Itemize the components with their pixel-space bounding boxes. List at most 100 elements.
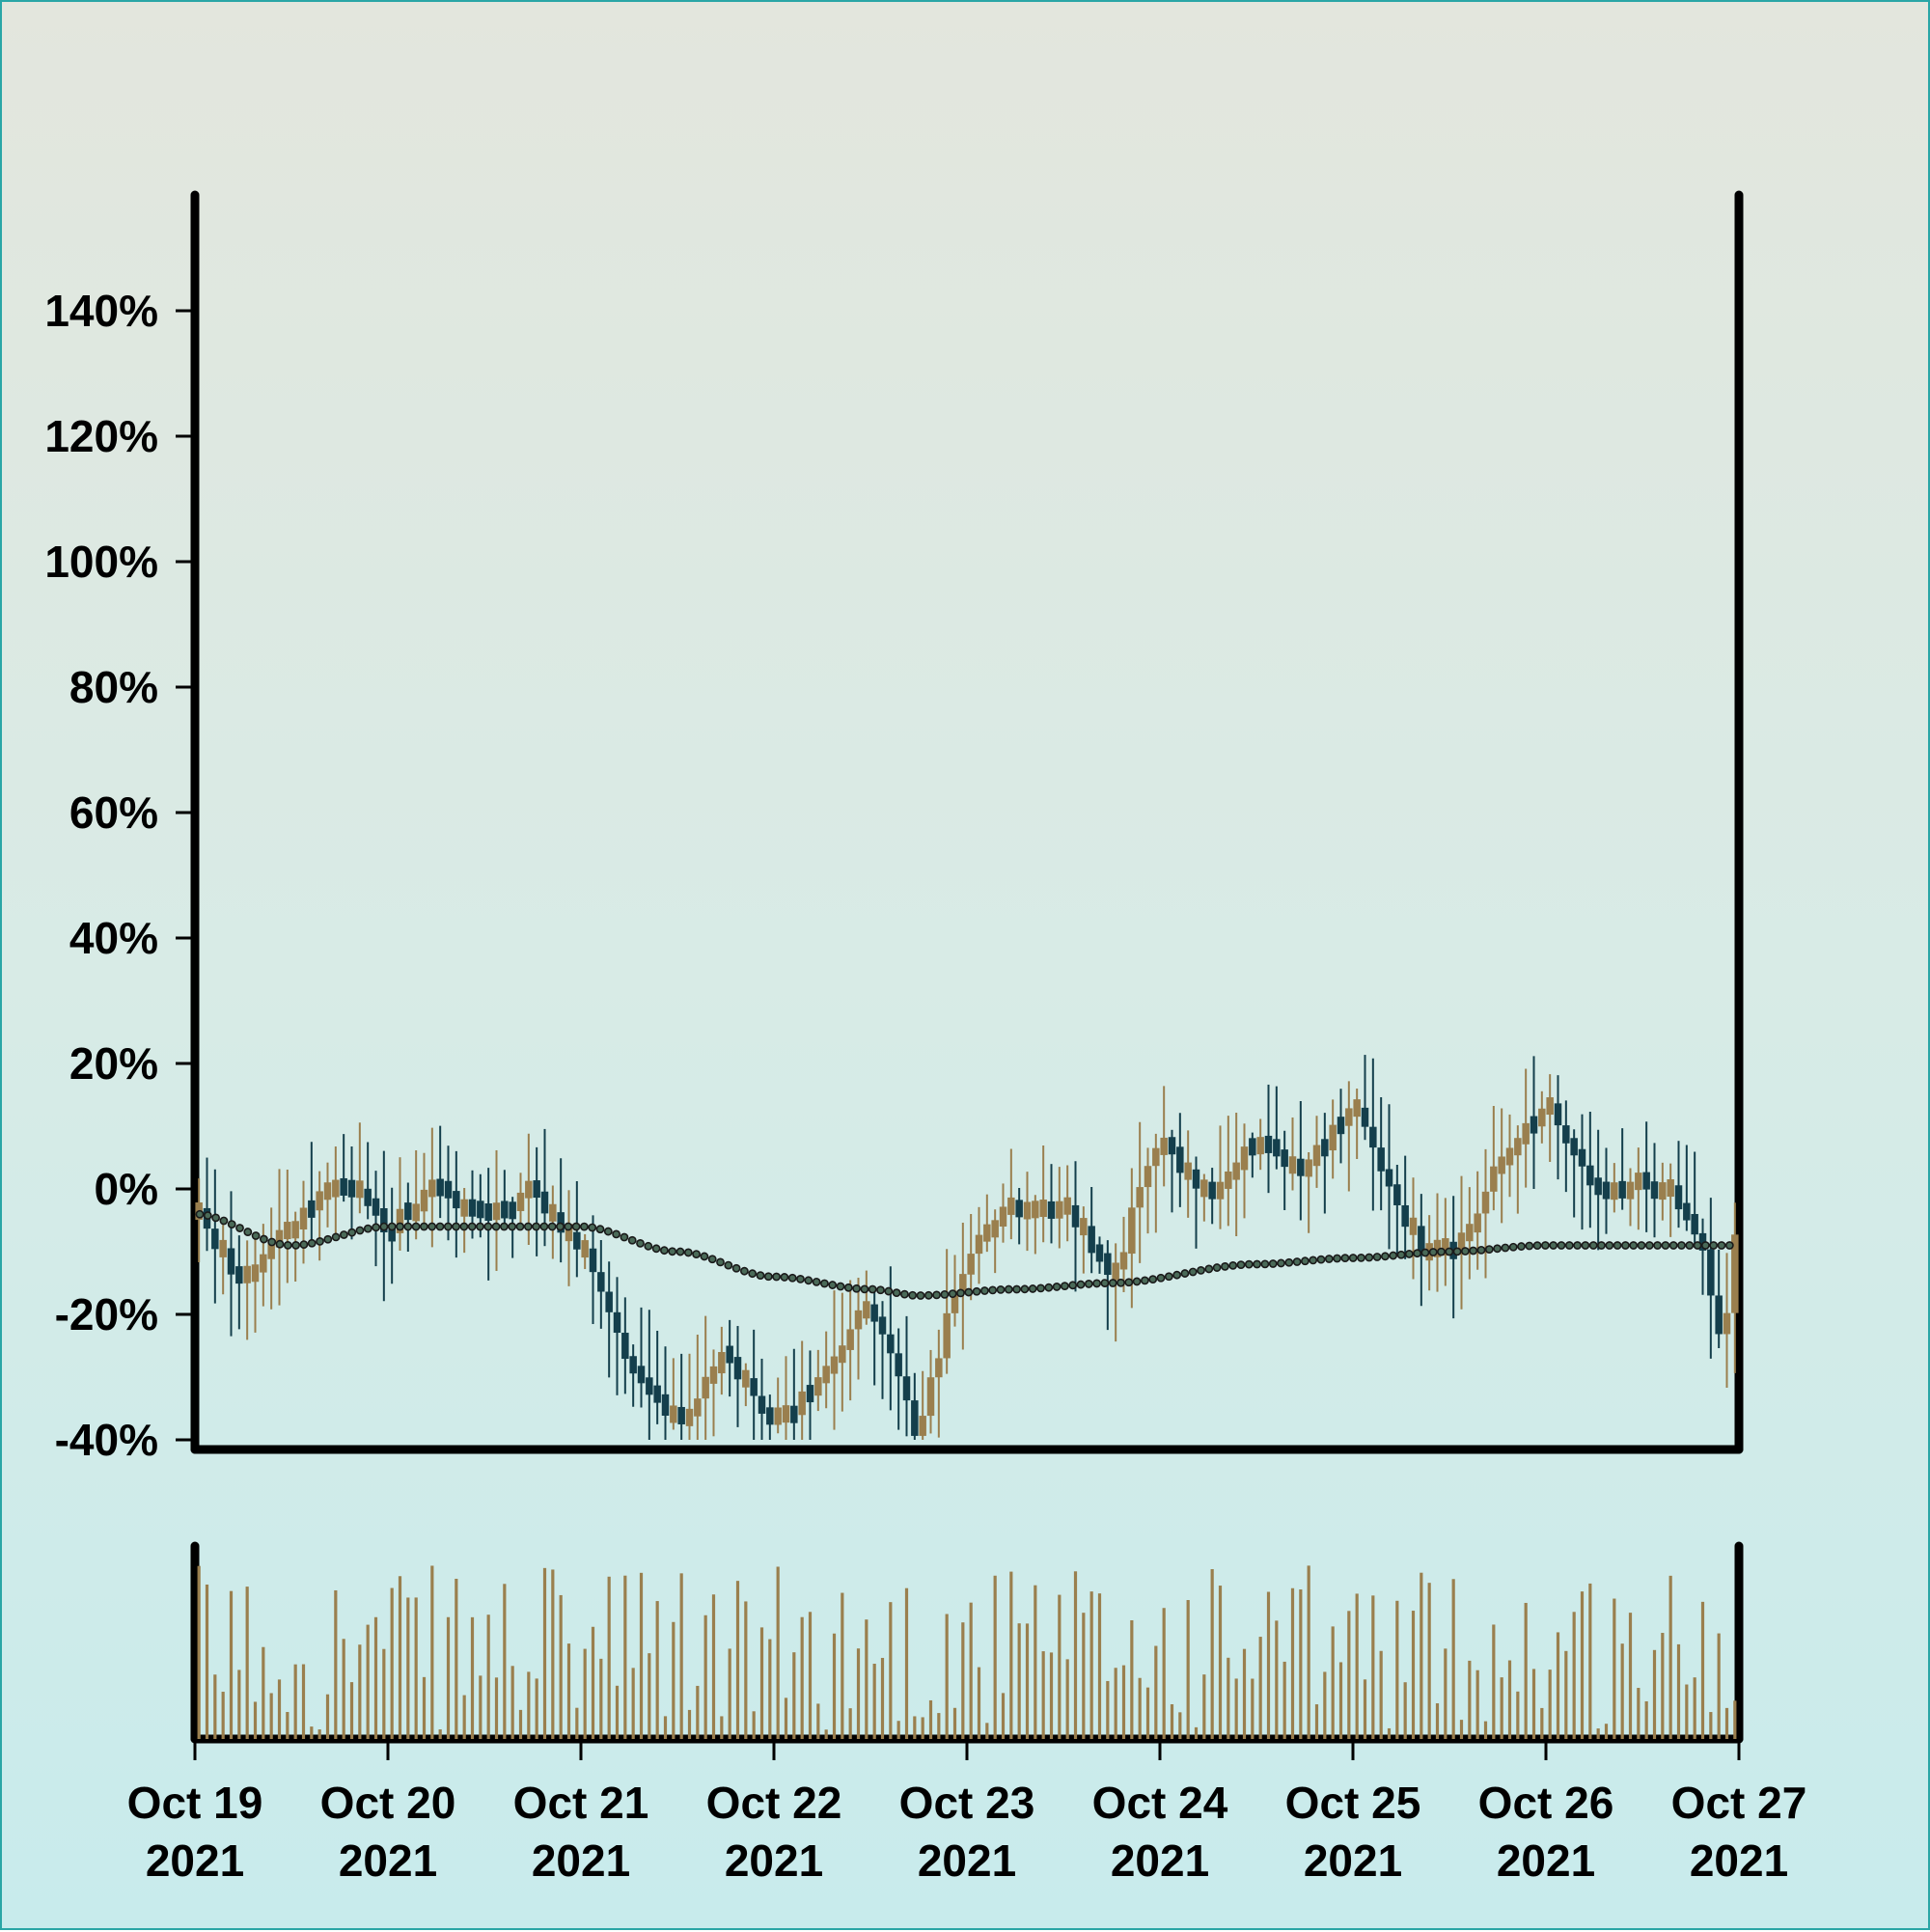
candle-body <box>878 1316 887 1335</box>
candle-body <box>1474 1213 1481 1233</box>
volume-bar <box>615 1685 620 1739</box>
moving-average-point <box>1052 1283 1062 1291</box>
candle-body <box>219 1239 227 1257</box>
candle-body <box>1104 1253 1112 1276</box>
candle-body <box>967 1254 975 1275</box>
volume-bar <box>1468 1660 1472 1739</box>
volume-bar <box>1251 1678 1254 1739</box>
moving-average-point <box>564 1222 573 1231</box>
moving-average-point <box>1028 1284 1037 1293</box>
volume-bar <box>1435 1703 1440 1739</box>
moving-average-point <box>676 1247 685 1256</box>
volume-bar <box>1700 1601 1705 1739</box>
volume-bar <box>816 1703 820 1739</box>
moving-average-point <box>972 1286 981 1296</box>
y-tick-label: 20% <box>69 1038 158 1089</box>
candle-body <box>227 1248 235 1275</box>
volume-bar <box>1041 1651 1045 1739</box>
moving-average-point <box>307 1238 317 1248</box>
moving-average-point <box>1197 1265 1205 1275</box>
moving-average-point <box>924 1290 933 1300</box>
moving-average-point <box>1396 1250 1406 1259</box>
candle-body <box>460 1199 468 1217</box>
moving-average-point <box>1644 1241 1654 1250</box>
candle-body <box>1635 1173 1642 1191</box>
moving-average-point <box>1476 1245 1486 1255</box>
candle-body <box>1530 1116 1538 1134</box>
volume-bar <box>896 1721 900 1739</box>
moving-average-point <box>1188 1267 1198 1277</box>
volume-bar <box>317 1729 321 1739</box>
candle-body <box>1546 1097 1554 1116</box>
candle-body <box>1329 1124 1337 1151</box>
volume-bar <box>575 1707 579 1739</box>
volume-bar <box>430 1565 434 1739</box>
moving-average-point <box>1004 1284 1013 1294</box>
y-tick-label: 80% <box>69 662 158 712</box>
moving-average-point <box>1508 1242 1518 1252</box>
moving-average-point <box>323 1234 333 1244</box>
volume-bar <box>1492 1624 1496 1739</box>
x-tick-label-year: 2021 <box>1111 1835 1209 1886</box>
candle-body <box>1611 1182 1618 1201</box>
moving-average-point <box>299 1240 309 1250</box>
candle-body <box>774 1407 782 1425</box>
volume-bar <box>229 1590 234 1739</box>
volume-bar <box>583 1648 587 1739</box>
volume-bar <box>1314 1704 1319 1739</box>
candle-body <box>1715 1295 1723 1335</box>
y-tick-label: -40% <box>55 1415 158 1465</box>
volume-bar <box>1693 1677 1696 1739</box>
candle-body <box>573 1231 581 1250</box>
volume-bar <box>1242 1648 1247 1739</box>
volume-bar <box>872 1663 876 1739</box>
moving-average-point <box>1236 1260 1246 1270</box>
x-tick-label-month-day: Oct 19 <box>127 1778 263 1828</box>
candle-body <box>1305 1159 1312 1177</box>
x-tick-label-month-day: Oct 24 <box>1092 1778 1228 1828</box>
moving-average-point <box>523 1222 533 1231</box>
moving-average-point <box>884 1286 894 1296</box>
moving-average-point <box>387 1222 397 1231</box>
candle-body <box>959 1274 967 1292</box>
x-tick-label-year: 2021 <box>918 1835 1016 1886</box>
y-tick-label: 120% <box>44 411 158 461</box>
volume-bar <box>1733 1700 1737 1739</box>
moving-average-point <box>1597 1241 1606 1250</box>
moving-average-point <box>1044 1283 1054 1292</box>
volume-bar <box>1162 1608 1166 1739</box>
moving-average-point <box>644 1241 653 1251</box>
moving-average-point <box>1469 1246 1478 1256</box>
moving-average-point <box>763 1272 773 1282</box>
candle-body <box>1095 1244 1104 1262</box>
moving-average-point <box>1445 1247 1454 1256</box>
candle-body <box>621 1333 629 1360</box>
volume-bar <box>841 1592 844 1739</box>
candle-body <box>428 1179 436 1198</box>
candle-body <box>509 1201 516 1220</box>
moving-average-point <box>1301 1256 1310 1266</box>
volume-bar <box>1170 1704 1174 1739</box>
moving-average-point <box>203 1211 212 1220</box>
volume-bar <box>486 1615 490 1739</box>
volume-bar <box>1145 1687 1150 1739</box>
candle-body <box>822 1366 830 1384</box>
volume-bar <box>1620 1643 1624 1739</box>
moving-average-point <box>1685 1241 1695 1250</box>
volume-bar <box>784 1697 788 1739</box>
volume-bar <box>1395 1600 1399 1739</box>
volume-bar <box>1556 1632 1560 1739</box>
moving-average-point <box>1629 1241 1639 1250</box>
volume-bar <box>1379 1650 1383 1739</box>
moving-average-point <box>796 1275 805 1283</box>
volume-bar <box>1444 1648 1448 1739</box>
candle-body <box>1650 1181 1659 1200</box>
volume-bar <box>1531 1669 1536 1739</box>
moving-average-point <box>339 1230 348 1239</box>
volume-bar <box>696 1685 700 1739</box>
moving-average-point <box>1221 1261 1229 1271</box>
candle-body <box>613 1311 621 1334</box>
candle-body <box>1047 1201 1056 1219</box>
candle-body <box>1667 1179 1674 1198</box>
moving-average-point <box>1156 1273 1166 1283</box>
